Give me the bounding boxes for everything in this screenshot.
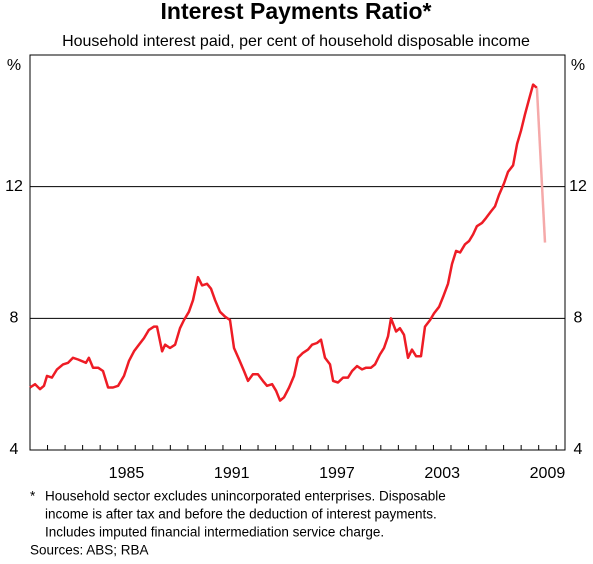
x-tick-label: 2003 xyxy=(424,465,460,482)
sources: Sources: ABS; RBA xyxy=(30,543,149,558)
y2-tick-label: 8 xyxy=(574,310,583,327)
footnote-marker: * xyxy=(30,489,36,504)
x-tick-label: 2009 xyxy=(530,465,566,482)
plot-frame xyxy=(29,54,566,451)
y2-tick-label: 12 xyxy=(569,178,587,195)
y2-tick-label: 4 xyxy=(574,441,583,458)
y-tick-label: 4 xyxy=(10,441,19,458)
footnote: Household sector excludes unincorporated… xyxy=(45,489,446,504)
y-tick-label: 12 xyxy=(5,178,23,195)
chart-title: Interest Payments Ratio* xyxy=(161,0,432,24)
y2-unit: % xyxy=(571,57,585,74)
footnote: Includes imputed financial intermediatio… xyxy=(45,525,384,540)
y-tick-label: 8 xyxy=(10,310,19,327)
line-series xyxy=(535,87,547,243)
x-tick-label: 1985 xyxy=(109,465,145,482)
x-tick-label: 1991 xyxy=(214,465,250,482)
line-series xyxy=(29,83,538,402)
y-unit: % xyxy=(7,57,21,74)
footnote: income is after tax and before the deduc… xyxy=(45,507,437,522)
x-tick-label: 1997 xyxy=(319,465,355,482)
chart-subtitle: Household interest paid, per cent of hou… xyxy=(62,33,530,50)
